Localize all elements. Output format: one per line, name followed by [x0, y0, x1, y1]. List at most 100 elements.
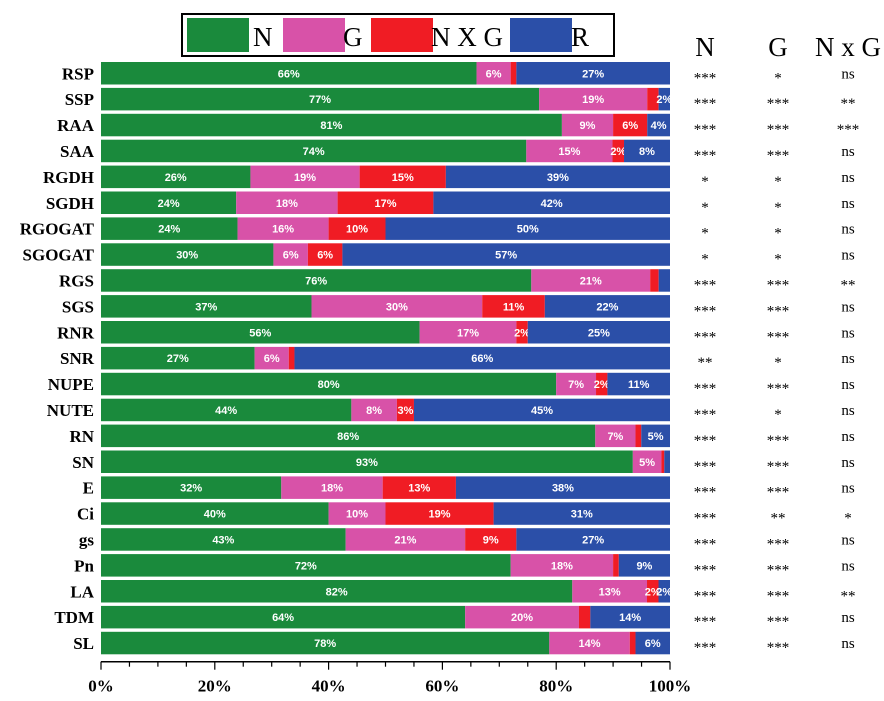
significance-cell: ***	[694, 96, 717, 112]
significance-cell: *	[701, 226, 709, 242]
data-label: 9%	[636, 560, 652, 572]
category-label: Ci	[77, 505, 94, 524]
significance-cell: ***	[767, 122, 790, 138]
bar-segment-sgs-0	[101, 295, 312, 318]
significance-header: N	[695, 32, 715, 62]
significance-cell: ***	[694, 588, 717, 604]
data-label: 81%	[320, 120, 342, 132]
bar-segment-nupe-1	[556, 372, 597, 396]
legend-label-2: N X G	[431, 22, 503, 52]
data-label: 7%	[568, 379, 584, 391]
bar-segment-rgs-0	[101, 269, 532, 292]
data-label: 5%	[648, 431, 664, 443]
data-label: 57%	[495, 250, 517, 262]
bar-segment-rgogat-0	[101, 217, 238, 240]
bar-segment-gs-1	[345, 528, 466, 551]
significance-cell: *	[844, 511, 852, 527]
bar-segment-pn-1	[510, 554, 614, 577]
data-label: 13%	[408, 483, 430, 495]
significance-cell: ns	[841, 299, 855, 315]
category-label: SGS	[62, 297, 94, 316]
data-label: 4%	[651, 120, 667, 132]
significance-cell: ***	[767, 485, 790, 501]
category-label: SAA	[60, 142, 95, 161]
data-label: 50%	[517, 224, 539, 236]
significance-cell: ***	[694, 303, 717, 319]
category-label: NUPE	[48, 375, 94, 394]
bar-segment-rsp-3	[516, 62, 670, 85]
data-label: 40%	[204, 509, 226, 521]
bar-segment-ssp-0	[101, 87, 540, 111]
data-label: 31%	[571, 509, 593, 521]
bar-segment-tdm-2	[578, 605, 591, 629]
bar-segment-sgdh-2	[337, 191, 434, 214]
category-label: SGDH	[46, 194, 94, 213]
significance-header: G	[768, 32, 788, 62]
bar-segment-sgs-2	[482, 295, 545, 318]
data-label: 82%	[326, 586, 348, 598]
data-label: 72%	[295, 560, 317, 572]
tick-label: 80%	[539, 677, 573, 696]
bar-segment-nute-0	[101, 398, 352, 422]
category-label: SNR	[60, 349, 95, 368]
bar-segment-e-1	[281, 476, 383, 499]
bar-segment-raa-0	[101, 113, 562, 137]
bar-segment-sn-2	[661, 450, 665, 473]
data-label: 21%	[580, 275, 602, 287]
bar-segment-saa-1	[526, 139, 613, 163]
bar-segment-la-0	[101, 580, 573, 603]
significance-cell: ns	[841, 558, 855, 574]
significance-cell: **	[841, 96, 856, 112]
bar-segment-sgogat-2	[307, 243, 343, 266]
significance-cell: ***	[767, 459, 790, 475]
legend-swatch-2	[371, 18, 433, 52]
significance-cell: ***	[767, 562, 790, 578]
bar-segment-rgs-1	[531, 269, 651, 292]
bar-segment-sn-0	[101, 450, 633, 473]
bar-segment-rgs-3	[658, 269, 670, 292]
data-label: 6%	[317, 250, 333, 262]
significance-cell: ***	[767, 329, 790, 345]
data-label: 93%	[356, 457, 378, 469]
bar-segment-la-1	[572, 580, 648, 603]
significance-cell: ns	[841, 144, 855, 160]
legend-frame	[181, 13, 615, 57]
data-label: 24%	[158, 224, 180, 236]
bars: 66% 6% 27% 77% 19% 2% 81% 9% 6% 4% 74% 15% 2% 8% 26% 19…	[101, 62, 672, 655]
category-label: SL	[73, 634, 94, 653]
bar-segment-gs-2	[465, 528, 517, 551]
bar-segment-rn-0	[101, 424, 596, 448]
significance-cell: ns	[841, 196, 855, 212]
data-label: 8%	[366, 405, 382, 417]
significance-cell: ***	[694, 407, 717, 423]
significance-cell: ***	[694, 122, 717, 138]
category-label: NUTE	[47, 401, 94, 420]
data-label: 6%	[283, 250, 299, 262]
bar-segment-pn-2	[613, 554, 619, 577]
data-label: 9%	[580, 120, 596, 132]
significance-cell: *	[774, 355, 782, 371]
significance-cell: ***	[694, 459, 717, 475]
bar-segment-rgdh-2	[359, 165, 446, 189]
bar-segment-sgs-3	[544, 295, 670, 318]
bar-segment-e-2	[382, 476, 456, 499]
tick-label: 40%	[312, 677, 346, 696]
significance-cell: ***	[767, 96, 790, 112]
bar-segment-rnr-1	[419, 321, 517, 344]
bar-segment-rnr-3	[527, 321, 670, 344]
legend-label-3: R	[571, 22, 589, 52]
significance-cell: ns	[841, 532, 855, 548]
data-label: 7%	[607, 431, 623, 443]
significance-cell: *	[774, 252, 782, 268]
legend-swatch-1	[283, 18, 345, 52]
legend-swatch-0	[187, 18, 249, 52]
bar-segment-rgdh-1	[250, 165, 360, 189]
bar-segment-rn-2	[635, 424, 642, 448]
significance-cell: **	[698, 355, 713, 371]
data-label: 14%	[579, 638, 601, 650]
bar-segment-rnr-0	[101, 321, 420, 344]
bar-segment-rgs-2	[650, 269, 659, 292]
